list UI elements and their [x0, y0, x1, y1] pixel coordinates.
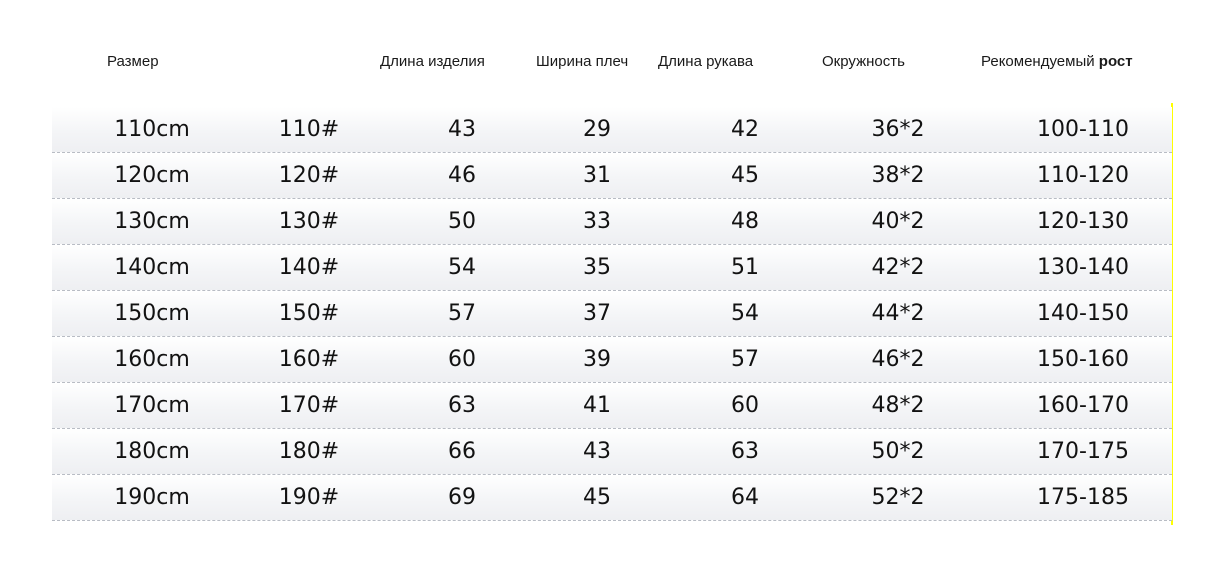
- cell-girth: 48*2: [871, 393, 925, 418]
- cell-size-cm: 110cm: [114, 117, 190, 142]
- cell-shoulder: 35: [583, 255, 611, 280]
- header-length: Длина изделия: [380, 53, 485, 70]
- cell-height: 140-150: [1037, 301, 1129, 326]
- cell-height: 175-185: [1037, 485, 1129, 510]
- cell-length: 50: [448, 209, 476, 234]
- header-size: Размер: [107, 53, 159, 70]
- table-row: 140cm 140# 54 35 51 42*2 130-140: [52, 245, 1172, 291]
- cell-length: 63: [448, 393, 476, 418]
- cell-shoulder: 37: [583, 301, 611, 326]
- cell-shoulder: 41: [583, 393, 611, 418]
- table-row: 110cm 110# 43 29 42 36*2 100-110: [52, 107, 1172, 153]
- cell-size-code: 180#: [278, 439, 340, 464]
- table-row: 190cm 190# 69 45 64 52*2 175-185: [52, 475, 1172, 521]
- yellow-edge-line: [1171, 103, 1173, 525]
- size-table: 110cm 110# 43 29 42 36*2 100-110 120cm 120# 46 31 4…: [52, 107, 1172, 523]
- cell-size-cm: 190cm: [114, 485, 190, 510]
- cell-sleeve: 57: [731, 347, 759, 372]
- table-row: 160cm 160# 60 39 57 46*2 150-160: [52, 337, 1172, 383]
- cell-height: 160-170: [1037, 393, 1129, 418]
- cell-sleeve: 63: [731, 439, 759, 464]
- cell-sleeve: 48: [731, 209, 759, 234]
- cell-length: 60: [448, 347, 476, 372]
- cell-girth: 42*2: [871, 255, 925, 280]
- header-girth: Окружность: [822, 53, 905, 70]
- cell-size-code: 140#: [278, 255, 340, 280]
- header-height-label: Рекомендуемый: [981, 53, 1095, 70]
- cell-sleeve: 51: [731, 255, 759, 280]
- cell-girth: 36*2: [871, 117, 925, 142]
- cell-girth: 44*2: [871, 301, 925, 326]
- cell-size-cm: 160cm: [114, 347, 190, 372]
- cell-size-code: 170#: [278, 393, 340, 418]
- cell-size-cm: 120cm: [114, 163, 190, 188]
- cell-shoulder: 39: [583, 347, 611, 372]
- cell-girth: 46*2: [871, 347, 925, 372]
- cell-length: 69: [448, 485, 476, 510]
- cell-length: 43: [448, 117, 476, 142]
- header-shoulder: Ширина плеч: [536, 53, 629, 70]
- cell-size-code: 150#: [278, 301, 340, 326]
- cell-sleeve: 45: [731, 163, 759, 188]
- cell-sleeve: 42: [731, 117, 759, 142]
- cell-length: 54: [448, 255, 476, 280]
- table-row: 150cm 150# 57 37 54 44*2 140-150: [52, 291, 1172, 337]
- cell-size-cm: 140cm: [114, 255, 190, 280]
- cell-shoulder: 29: [583, 117, 611, 142]
- cell-size-cm: 130cm: [114, 209, 190, 234]
- cell-height: 150-160: [1037, 347, 1129, 372]
- cell-size-code: 160#: [278, 347, 340, 372]
- cell-height: 110-120: [1037, 163, 1129, 188]
- cell-sleeve: 64: [731, 485, 759, 510]
- table-row: 120cm 120# 46 31 45 38*2 110-120: [52, 153, 1172, 199]
- header-height-label-bold: рост: [1098, 53, 1133, 70]
- cell-size-code: 130#: [278, 209, 340, 234]
- table-row: 130cm 130# 50 33 48 40*2 120-130: [52, 199, 1172, 245]
- cell-size-code: 190#: [278, 485, 340, 510]
- cell-size-cm: 180cm: [114, 439, 190, 464]
- cell-size-cm: 170cm: [114, 393, 190, 418]
- cell-girth: 50*2: [871, 439, 925, 464]
- cell-sleeve: 54: [731, 301, 759, 326]
- cell-height: 120-130: [1037, 209, 1129, 234]
- cell-height: 100-110: [1037, 117, 1129, 142]
- cell-girth: 40*2: [871, 209, 925, 234]
- cell-length: 46: [448, 163, 476, 188]
- table-row: 180cm 180# 66 43 63 50*2 170-175: [52, 429, 1172, 475]
- cell-shoulder: 43: [583, 439, 611, 464]
- cell-length: 57: [448, 301, 476, 326]
- cell-shoulder: 33: [583, 209, 611, 234]
- cell-size-code: 110#: [278, 117, 340, 142]
- table-header: Размер Длина изделия Ширина плеч Длина р…: [0, 51, 1224, 73]
- table-row: 170cm 170# 63 41 60 48*2 160-170: [52, 383, 1172, 429]
- cell-girth: 38*2: [871, 163, 925, 188]
- cell-shoulder: 31: [583, 163, 611, 188]
- cell-length: 66: [448, 439, 476, 464]
- cell-height: 130-140: [1037, 255, 1129, 280]
- header-sleeve: Длина рукава: [658, 53, 754, 70]
- cell-shoulder: 45: [583, 485, 611, 510]
- cell-size-cm: 150cm: [114, 301, 190, 326]
- cell-girth: 52*2: [871, 485, 925, 510]
- header-height: Рекомендуемый рост: [981, 51, 1133, 73]
- cell-height: 170-175: [1037, 439, 1129, 464]
- cell-size-code: 120#: [278, 163, 340, 188]
- cell-sleeve: 60: [731, 393, 759, 418]
